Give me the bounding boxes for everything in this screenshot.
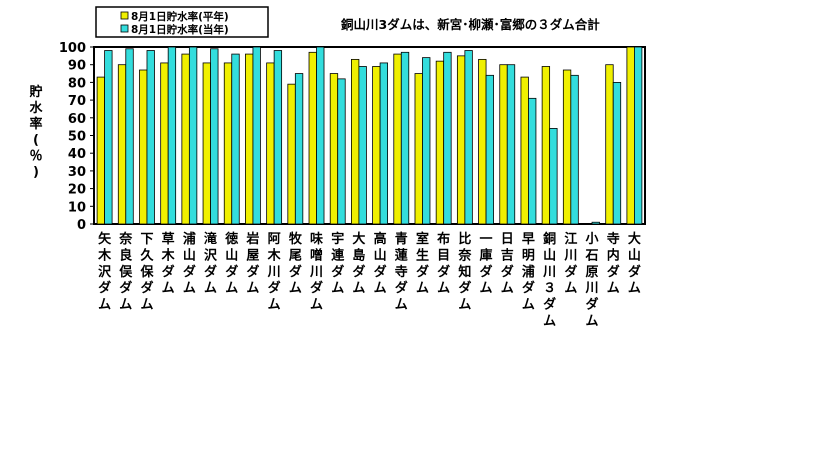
- bar-normal-year: [435, 60, 445, 225]
- bar-current-year: [443, 51, 452, 225]
- x-category-label: 寺内ダム: [607, 231, 620, 296]
- bar-normal-year: [372, 66, 381, 225]
- y-tick-label: 100: [59, 41, 86, 56]
- x-category-label: 室生ダム: [416, 231, 429, 296]
- bar-normal-year: [160, 62, 169, 225]
- x-category-label: 小石原川ダム: [585, 232, 599, 329]
- bar-current-year: [464, 50, 473, 225]
- bar-current-year: [337, 78, 346, 225]
- y-axis-label: 貯水率(％): [29, 84, 43, 180]
- y-tick-label: 90: [68, 59, 86, 74]
- bar-current-year: [485, 74, 494, 225]
- y-tick-label: 20: [68, 183, 86, 198]
- bar-current-year: [591, 221, 600, 225]
- bar-normal-year: [605, 64, 614, 225]
- bar-normal-year: [351, 58, 360, 225]
- chart-note: 銅山川3ダムは、新宮･柳瀬･富郷の３ダム合計: [340, 17, 600, 32]
- bar-current-year: [612, 82, 622, 225]
- legend-label: 8月1日貯水率(平年): [131, 10, 229, 23]
- bar-current-year: [422, 57, 431, 225]
- bar-current-year: [570, 74, 579, 225]
- legend-swatch: [120, 11, 129, 20]
- bar-normal-year: [266, 62, 275, 225]
- bar-current-year: [528, 97, 537, 225]
- y-tick-label: 40: [68, 147, 86, 162]
- bar-normal-year: [139, 69, 148, 225]
- x-category-label: 大山ダム: [628, 231, 641, 296]
- bar-normal-year: [287, 83, 296, 225]
- legend-label: 8月1日貯水率(当年): [131, 23, 229, 36]
- x-category-label: 宇連ダム: [331, 231, 345, 296]
- bar-current-year: [210, 48, 219, 225]
- y-tick-label: 0: [77, 218, 86, 233]
- x-category-label: 布目ダム: [437, 231, 450, 296]
- bar-normal-year: [393, 53, 402, 225]
- bar-normal-year: [414, 73, 423, 225]
- plot-area: [93, 46, 646, 225]
- x-category-label: 江川ダム: [563, 231, 577, 296]
- bar-normal-year: [562, 69, 572, 225]
- bar-normal-year: [541, 66, 551, 225]
- x-category-label: 阿木川ダム: [267, 232, 282, 313]
- bar-normal-year: [308, 51, 317, 225]
- x-category-label: 滝沢ダム: [204, 231, 218, 296]
- bar-current-year: [146, 50, 155, 225]
- bar-normal-year: [96, 76, 105, 225]
- bar-normal-year: [181, 53, 190, 225]
- bar-normal-year: [456, 55, 466, 225]
- bar-normal-year: [520, 76, 529, 225]
- bar-current-year: [634, 46, 643, 225]
- bar-normal-year: [626, 46, 635, 225]
- bar-current-year: [400, 51, 410, 225]
- y-tick-label: 10: [68, 200, 86, 215]
- x-category-label: 岩屋ダム: [245, 231, 259, 296]
- bar-current-year: [316, 46, 325, 225]
- bar-current-year: [188, 46, 198, 225]
- bar-current-year: [273, 50, 283, 225]
- bar-normal-year: [499, 64, 508, 225]
- x-category-label: 比奈知ダム: [457, 231, 472, 313]
- bar-current-year: [167, 46, 177, 225]
- bar-current-year: [104, 50, 113, 225]
- bar-normal-year: [202, 62, 211, 225]
- bar-current-year: [358, 66, 367, 225]
- y-tick-label: 70: [68, 94, 86, 109]
- x-category-label: 一庫ダム: [480, 232, 493, 296]
- y-tick-label: 30: [68, 165, 86, 180]
- bar-normal-year: [478, 58, 487, 225]
- bar-current-year: [125, 48, 134, 225]
- bar-current-year: [231, 53, 240, 225]
- y-tick-label: 50: [68, 130, 86, 145]
- y-tick-label: 60: [68, 112, 86, 127]
- bar-current-year: [294, 73, 304, 225]
- x-category-label: 草木ダム: [161, 231, 176, 296]
- y-tick-label: 80: [68, 76, 86, 91]
- bar-normal-year: [329, 73, 339, 225]
- bar-current-year: [506, 64, 516, 225]
- x-category-label: 浦山ダム: [183, 231, 196, 296]
- x-category-label: 下久保ダム: [139, 232, 154, 313]
- bar-normal-year: [245, 53, 254, 225]
- x-category-label: 矢木沢ダム: [97, 231, 112, 313]
- bar-normal-year: [117, 64, 127, 225]
- x-category-label: 味噌川ダム: [309, 231, 323, 313]
- bar-current-year: [379, 62, 388, 225]
- x-category-label: 牧尾ダム: [289, 231, 303, 296]
- x-category-label: 奈良俣ダム: [118, 231, 133, 313]
- x-category-label: 青蓮寺ダム: [395, 231, 408, 313]
- x-category-label: 徳山ダム: [224, 231, 238, 296]
- bar-current-year: [252, 46, 261, 225]
- x-category-label: 早明浦ダム: [522, 232, 535, 313]
- bar-normal-year: [223, 62, 233, 225]
- x-category-label: 大島ダム: [352, 231, 365, 296]
- x-category-label: 高山ダム: [374, 231, 387, 296]
- x-category-label: 銅山川３ダム: [542, 231, 556, 329]
- legend-swatch: [120, 24, 129, 33]
- x-category-label: 日吉ダム: [501, 232, 514, 296]
- bar-current-year: [549, 128, 558, 225]
